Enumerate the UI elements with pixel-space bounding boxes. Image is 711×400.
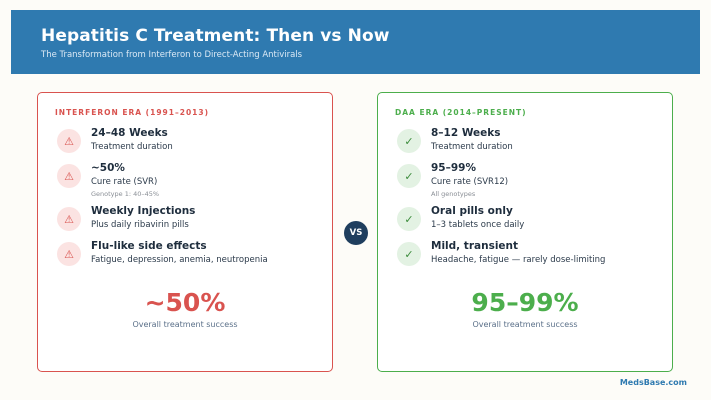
item-title: 95–99% xyxy=(431,162,476,174)
warning-icon: ⚠ xyxy=(57,164,81,188)
daa-item: ✓ 8–12 Weeks Treatment duration xyxy=(395,127,672,162)
interferon-item-list: ⚠ 24–48 Weeks Treatment duration ⚠ ~50% … xyxy=(55,127,332,275)
item-description: Treatment duration xyxy=(91,142,173,152)
item-title: Flu-like side effects xyxy=(91,240,207,252)
item-description: Cure rate (SVR) xyxy=(91,177,158,187)
daa-success-stat: 95–99% xyxy=(471,288,579,317)
item-title: 8–12 Weeks xyxy=(431,127,501,139)
item-title: Weekly Injections xyxy=(91,205,196,217)
daa-era-heading: DAA ERA (2014–PRESENT) xyxy=(395,108,527,117)
item-description: Plus daily ribavirin pills xyxy=(91,220,189,230)
item-title: ~50% xyxy=(91,162,125,174)
interferon-item: ⚠ ~50% Cure rate (SVR) Genotype 1: 40–45… xyxy=(55,162,332,205)
daa-era-card: DAA ERA (2014–PRESENT) ✓ 8–12 Weeks Trea… xyxy=(377,92,673,372)
daa-item-list: ✓ 8–12 Weeks Treatment duration ✓ 95–99%… xyxy=(395,127,672,275)
interferon-era-card: INTERFERON ERA (1991–2013) ⚠ 24–48 Weeks… xyxy=(37,92,333,372)
item-description: Headache, fatigue — rarely dose-limiting xyxy=(431,255,606,265)
interferon-item: ⚠ 24–48 Weeks Treatment duration xyxy=(55,127,332,162)
page-title: Hepatitis C Treatment: Then vs Now xyxy=(41,26,390,46)
brand-link[interactable]: MedsBase.com xyxy=(619,378,687,387)
item-description: Cure rate (SVR12) xyxy=(431,177,509,187)
item-note: Genotype 1: 40–45% xyxy=(91,190,160,198)
daa-item: ✓ 95–99% Cure rate (SVR12) All genotypes xyxy=(395,162,672,205)
item-description: 1–3 tablets once daily xyxy=(431,220,525,230)
item-title: Oral pills only xyxy=(431,205,513,217)
warning-icon: ⚠ xyxy=(57,207,81,231)
daa-item: ✓ Mild, transient Headache, fatigue — ra… xyxy=(395,240,672,275)
item-description: Fatigue, depression, anemia, neutropenia xyxy=(91,255,268,265)
item-note: All genotypes xyxy=(431,190,476,198)
interferon-item: ⚠ Flu-like side effects Fatigue, depress… xyxy=(55,240,332,275)
item-title: Mild, transient xyxy=(431,240,519,252)
checkmark-icon: ✓ xyxy=(397,129,421,153)
interferon-success-caption: Overall treatment success xyxy=(132,320,238,329)
daa-item: ✓ Oral pills only 1–3 tablets once daily xyxy=(395,205,672,240)
page-subtitle: The Transformation from Interferon to Di… xyxy=(41,50,303,60)
header-banner: Hepatitis C Treatment: Then vs Now The T… xyxy=(11,10,700,74)
interferon-item: ⚠ Weekly Injections Plus daily ribavirin… xyxy=(55,205,332,240)
interferon-era-heading: INTERFERON ERA (1991–2013) xyxy=(55,108,210,117)
warning-icon: ⚠ xyxy=(57,242,81,266)
vs-badge: VS xyxy=(344,221,368,245)
checkmark-icon: ✓ xyxy=(397,164,421,188)
interferon-success-stat: ~50% xyxy=(144,288,226,317)
item-description: Treatment duration xyxy=(431,142,513,152)
checkmark-icon: ✓ xyxy=(397,207,421,231)
daa-success-caption: Overall treatment success xyxy=(472,320,578,329)
checkmark-icon: ✓ xyxy=(397,242,421,266)
item-title: 24–48 Weeks xyxy=(91,127,168,139)
warning-icon: ⚠ xyxy=(57,129,81,153)
